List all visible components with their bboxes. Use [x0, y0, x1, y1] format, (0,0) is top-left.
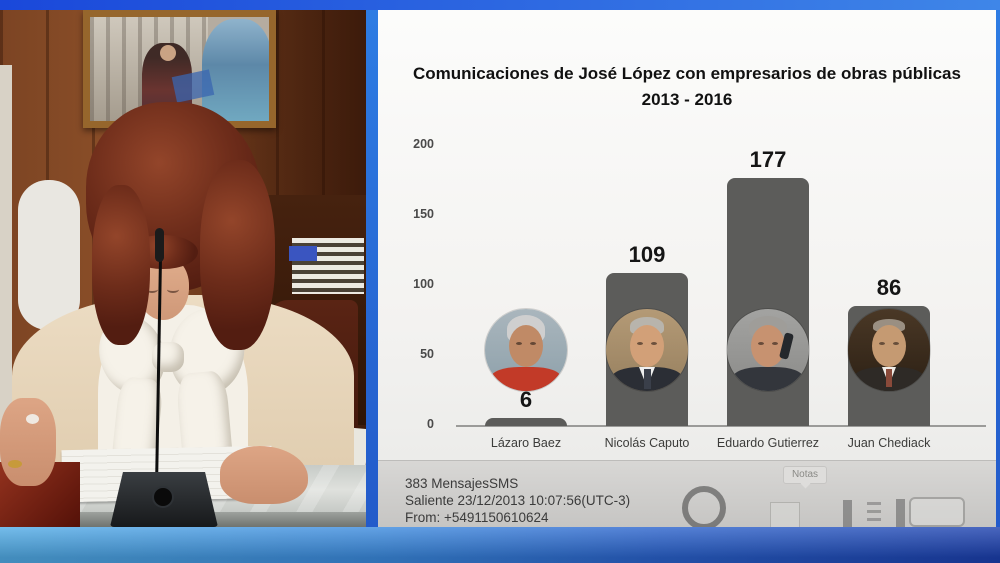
avatar-face	[630, 325, 664, 367]
toolbar-thumbnail-icon	[770, 502, 800, 527]
bar-value-label: 6	[519, 386, 533, 412]
chart-title-line2: 2013 - 2016	[641, 90, 733, 109]
y-axis-tick-200: 200	[413, 137, 434, 151]
y-axis-tick-100: 100	[413, 277, 434, 291]
avatar-face	[872, 325, 906, 367]
right-hand	[220, 446, 308, 504]
bar-category-label: Lázaro Baez	[490, 436, 562, 450]
woman-hair-right-curl	[200, 160, 275, 350]
video-feed-panel	[0, 10, 366, 527]
microphone-icon	[155, 228, 164, 262]
bottom-blue-band	[0, 527, 1000, 563]
painting-blue-figure	[202, 19, 269, 121]
avatar-eduardo-gutierrez	[727, 309, 809, 391]
avatar-face	[751, 325, 785, 367]
blue-book	[289, 246, 317, 261]
sms-from-number-text: From: +5491150610624	[405, 510, 549, 525]
bar-lazaro-baez	[485, 417, 567, 426]
painting-figure-head	[160, 45, 176, 61]
x-axis-line	[456, 425, 986, 427]
sms-timestamp-text: Saliente 23/12/2013 10:07:56(UTC-3)	[405, 493, 631, 508]
white-chair-back	[18, 180, 80, 330]
slide-panel: Comunicaciones de José López con empresa…	[378, 10, 996, 527]
bar-category-label: Juan Chediack	[847, 436, 931, 450]
top-blue-strip	[0, 0, 1000, 10]
chart-title-line1: Comunicaciones de José López con empresa…	[413, 64, 961, 83]
bar-category-label: Eduardo Gutierrez	[716, 436, 820, 450]
fingernail	[26, 414, 39, 424]
bar-category-label: Nicolás Caputo	[604, 436, 690, 450]
avatar-tie	[644, 369, 651, 389]
bar-value-label: 177	[749, 147, 787, 173]
avatar-nicolas-caputo	[606, 309, 688, 391]
bar-value-label: 86	[876, 274, 902, 300]
toolbar-panel-icon	[909, 497, 965, 527]
app-logo-icon	[682, 486, 726, 527]
toolbar-lines-icon	[867, 502, 881, 524]
avatar-suit	[733, 367, 803, 391]
avatar-juan-chediack	[848, 309, 930, 391]
y-axis-tick-50: 50	[420, 347, 434, 361]
microphone-knob	[152, 486, 174, 508]
y-axis-tick-0: 0	[427, 417, 434, 431]
avatar-red-shirt	[491, 367, 561, 391]
left-hand	[0, 398, 56, 486]
toolbar-bar-icon	[843, 500, 852, 527]
avatar-lazaro-baez	[485, 309, 567, 391]
gold-ring	[8, 460, 22, 468]
avatar-face	[509, 325, 543, 367]
toolbar-bar-icon	[896, 499, 905, 527]
notes-tooltip-button[interactable]: Notas	[783, 466, 827, 484]
sms-count-text: 383 MensajesSMS	[405, 476, 519, 491]
door-frame	[0, 65, 12, 465]
avatar-tie	[886, 369, 892, 387]
bar-value-label: 109	[628, 242, 666, 268]
woman-hair-left-curl	[92, 185, 150, 345]
y-axis-tick-150: 150	[413, 207, 434, 221]
